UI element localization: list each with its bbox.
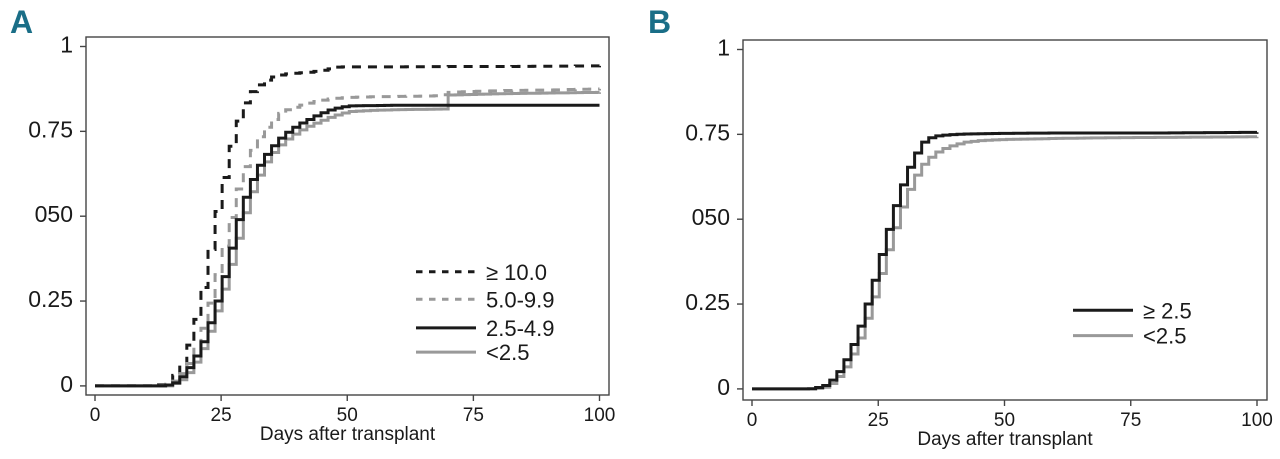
svg-text:50: 50 bbox=[994, 410, 1015, 431]
svg-text:75: 75 bbox=[1120, 410, 1141, 431]
svg-text:<2.5: <2.5 bbox=[486, 340, 529, 365]
svg-text:A: A bbox=[10, 4, 33, 40]
svg-text:0: 0 bbox=[717, 374, 730, 400]
svg-text:1: 1 bbox=[60, 32, 73, 58]
svg-text:Days after transplant: Days after transplant bbox=[260, 424, 436, 445]
svg-text:2.5-4.9: 2.5-4.9 bbox=[486, 316, 555, 341]
svg-text:≥ 2.5: ≥ 2.5 bbox=[1143, 298, 1192, 323]
svg-text:25: 25 bbox=[211, 405, 232, 426]
svg-text:5.0-9.9: 5.0-9.9 bbox=[486, 287, 555, 312]
svg-text:100: 100 bbox=[584, 405, 616, 426]
svg-text:050: 050 bbox=[692, 204, 730, 230]
svg-text:0.25: 0.25 bbox=[28, 286, 73, 312]
svg-text:50: 50 bbox=[337, 405, 358, 426]
svg-text:25: 25 bbox=[868, 410, 889, 431]
svg-text:0: 0 bbox=[60, 371, 73, 397]
svg-text:Days after transplant: Days after transplant bbox=[917, 429, 1093, 450]
svg-text:0.75: 0.75 bbox=[28, 116, 73, 142]
svg-text:≥ 10.0: ≥ 10.0 bbox=[486, 260, 547, 285]
svg-text:<2.5: <2.5 bbox=[1143, 324, 1186, 349]
svg-text:75: 75 bbox=[463, 405, 484, 426]
svg-text:1: 1 bbox=[717, 35, 730, 61]
svg-text:0.25: 0.25 bbox=[685, 289, 730, 315]
svg-text:050: 050 bbox=[35, 201, 73, 227]
svg-text:100: 100 bbox=[1241, 410, 1273, 431]
svg-text:0: 0 bbox=[747, 410, 758, 431]
svg-text:0.75: 0.75 bbox=[685, 119, 730, 145]
svg-text:B: B bbox=[648, 4, 671, 40]
svg-text:0: 0 bbox=[90, 405, 101, 426]
